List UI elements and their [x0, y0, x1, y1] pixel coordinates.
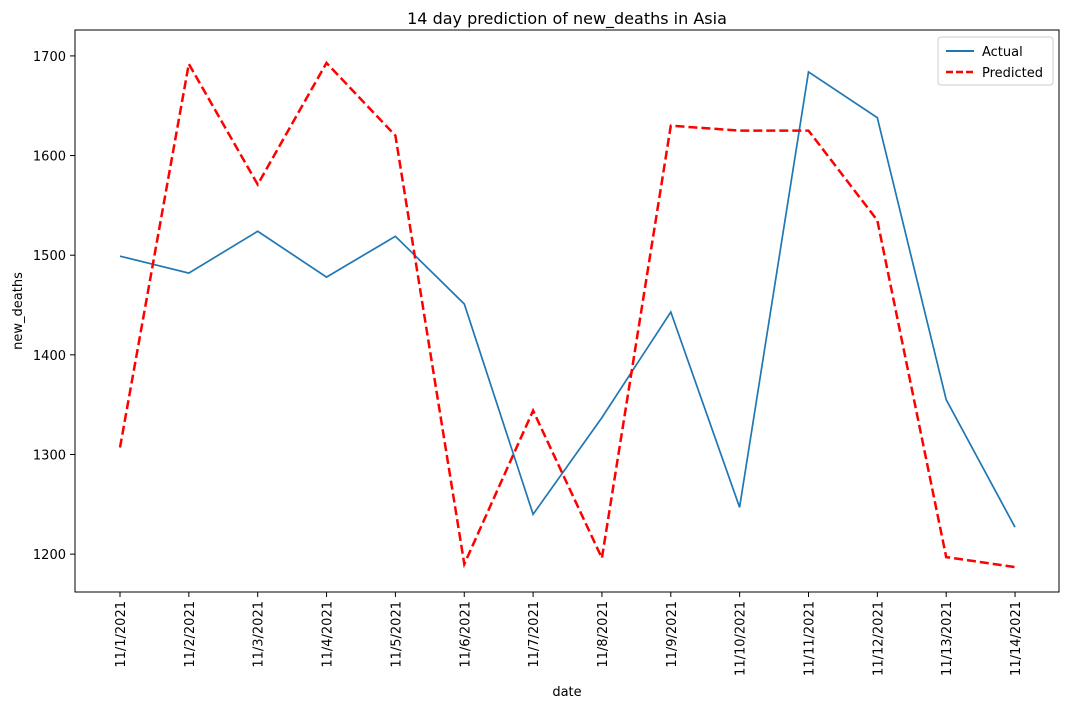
- x-tick-label: 11/5/2021: [389, 601, 404, 668]
- x-axis-label: date: [552, 685, 581, 700]
- chart-title: 14 day prediction of new_deaths in Asia: [407, 9, 727, 29]
- x-axis: 11/1/2021 11/2/2021 11/3/2021 11/4/2021 11/5…: [114, 592, 1024, 676]
- series-layer: [118, 60, 1016, 569]
- legend-label-actual: Actual: [982, 45, 1023, 60]
- legend-label-predicted: Predicted: [982, 66, 1043, 81]
- x-tick-label: 11/8/2021: [596, 601, 611, 668]
- x-tick-label: 11/1/2021: [114, 601, 129, 668]
- x-tick-label: 11/7/2021: [527, 601, 542, 668]
- plot-area: [74, 29, 1060, 593]
- x-tick-label: 11/13/2021: [940, 601, 955, 676]
- y-axis-label: new_deaths: [11, 272, 26, 350]
- x-tick-label: 11/6/2021: [458, 601, 473, 668]
- y-tick-label: 1500: [33, 249, 66, 264]
- y-tick-label: 1600: [33, 150, 66, 165]
- x-tick-label: 11/9/2021: [665, 601, 680, 668]
- y-tick-label: 1200: [33, 548, 66, 563]
- y-tick-label: 1700: [33, 50, 66, 65]
- y-axis: 1200 1300 1400 1500 1600 1700: [33, 50, 75, 563]
- series-line-actual: [119, 70, 1016, 528]
- x-tick-label: 11/4/2021: [321, 601, 336, 668]
- x-tick-label: 11/12/2021: [871, 601, 886, 676]
- series-line-predicted: [118, 60, 1016, 569]
- x-tick-label: 11/3/2021: [252, 601, 267, 668]
- y-tick-label: 1300: [33, 448, 66, 463]
- x-tick-label: 11/11/2021: [803, 601, 818, 676]
- y-tick-label: 1400: [33, 349, 66, 364]
- x-tick-label: 11/2/2021: [183, 601, 198, 668]
- legend: Actual Predicted: [937, 36, 1054, 86]
- x-tick-label: 11/14/2021: [1009, 601, 1024, 676]
- x-tick-label: 11/10/2021: [734, 601, 749, 676]
